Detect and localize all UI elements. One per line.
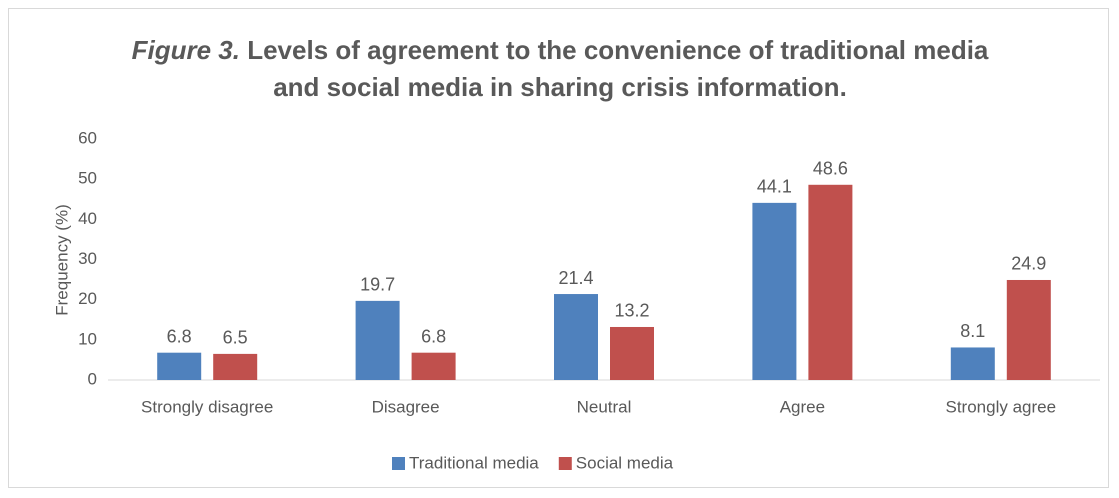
data-label: 8.1 bbox=[960, 321, 985, 341]
x-tick-label: Disagree bbox=[372, 397, 440, 416]
y-tick-label: 50 bbox=[78, 169, 97, 188]
y-tick-label: 40 bbox=[78, 209, 97, 228]
data-label: 13.2 bbox=[614, 301, 649, 321]
legend-swatch bbox=[558, 457, 572, 470]
legend-swatch bbox=[392, 457, 405, 470]
bar bbox=[554, 294, 598, 380]
title-text: Levels of agreement to the convenience o… bbox=[247, 35, 989, 102]
data-label: 24.9 bbox=[1011, 254, 1046, 274]
y-tick-label: 20 bbox=[78, 289, 97, 308]
y-tick-label: 10 bbox=[78, 329, 97, 348]
data-label: 19.7 bbox=[360, 275, 395, 295]
legend-label: Traditional media bbox=[409, 453, 539, 472]
x-tick-label: Strongly agree bbox=[946, 397, 1057, 416]
y-tick-label: 60 bbox=[78, 128, 97, 147]
bar bbox=[1006, 279, 1051, 380]
data-label: 21.4 bbox=[558, 268, 593, 288]
bar bbox=[157, 352, 202, 380]
data-label: 6.8 bbox=[167, 326, 192, 346]
chart-title: Figure 3. Levels of agreement to the con… bbox=[110, 32, 1010, 106]
data-label: 6.8 bbox=[421, 326, 446, 346]
y-tick-label: 0 bbox=[88, 369, 97, 388]
data-label: 6.5 bbox=[223, 328, 248, 348]
bar bbox=[808, 184, 853, 380]
x-tick-label: Neutral bbox=[577, 397, 632, 416]
y-axis-label: Frequency (%) bbox=[52, 204, 71, 315]
chart-frame bbox=[8, 8, 1109, 488]
y-tick-label: 30 bbox=[78, 249, 97, 268]
bar bbox=[610, 326, 654, 380]
x-tick-label: Agree bbox=[780, 397, 825, 416]
bar bbox=[355, 300, 400, 380]
title-prefix: Figure 3. bbox=[131, 35, 240, 65]
bar bbox=[213, 353, 258, 380]
bar bbox=[411, 352, 456, 380]
bar bbox=[752, 202, 797, 380]
data-label: 44.1 bbox=[757, 177, 792, 197]
legend-label: Social media bbox=[576, 453, 674, 472]
bar bbox=[950, 347, 995, 380]
x-tick-label: Strongly disagree bbox=[141, 397, 273, 416]
data-label: 48.6 bbox=[813, 159, 848, 179]
